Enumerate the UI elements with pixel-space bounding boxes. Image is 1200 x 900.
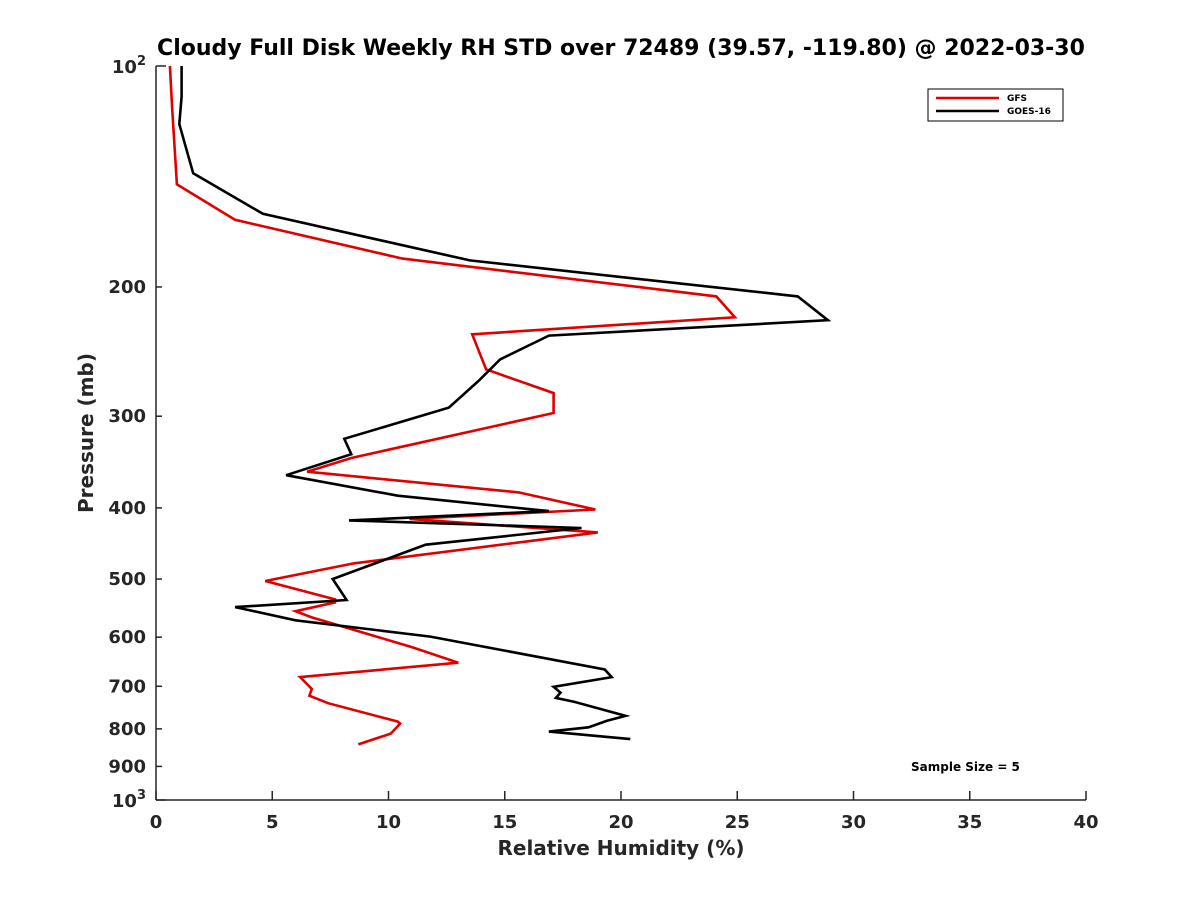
x-tick-label: 10 [376, 812, 401, 833]
x-axis-label: Relative Humidity (%) [497, 836, 744, 860]
y-axis-label: Pressure (mb) [74, 353, 98, 513]
y-tick-label: 200 [108, 277, 146, 298]
legend-goes16-label: GOES-16 [1007, 107, 1051, 117]
series-line-gfs [168, 65, 738, 746]
series-layer [168, 65, 832, 746]
legend-box [927, 88, 1064, 122]
x-tick-label: 20 [608, 812, 633, 833]
y-tick-label: 600 [108, 627, 146, 648]
x-tick-label: 0 [150, 812, 163, 833]
x-tick-label: 40 [1073, 812, 1098, 833]
chart-title: Cloudy Full Disk Weekly RH STD over 7248… [157, 36, 1085, 61]
plot-background [156, 66, 1086, 800]
series-line-goes16 [177, 66, 832, 741]
y-tick-label: 900 [108, 756, 146, 777]
y-decade-tick-label: 103 [112, 788, 146, 812]
y-decade-tick-label: 102 [112, 54, 146, 78]
x-tick-label: 15 [492, 812, 517, 833]
y-ticks: 200 300 400 500 600 700 800 900 102 103 [108, 54, 166, 812]
plot-area [156, 66, 1086, 800]
y-tick-label: 500 [108, 569, 146, 590]
y-tick-label: 800 [108, 719, 146, 740]
x-tick-label: 25 [725, 812, 750, 833]
sample-size-annotation: Sample Size = 5 [911, 760, 1020, 774]
y-tick-label: 700 [108, 676, 146, 697]
x-tick-label: 5 [266, 812, 279, 833]
legend-gfs-label: GFS [1007, 94, 1027, 104]
y-tick-label: 300 [108, 406, 146, 427]
x-tick-label: 30 [841, 812, 866, 833]
y-tick-label: 400 [108, 498, 146, 519]
x-ticks: 0 5 10 15 20 25 30 35 40 [150, 791, 1099, 833]
x-tick-label: 35 [957, 812, 982, 833]
legend: GFS GOES-16 [927, 88, 1064, 122]
